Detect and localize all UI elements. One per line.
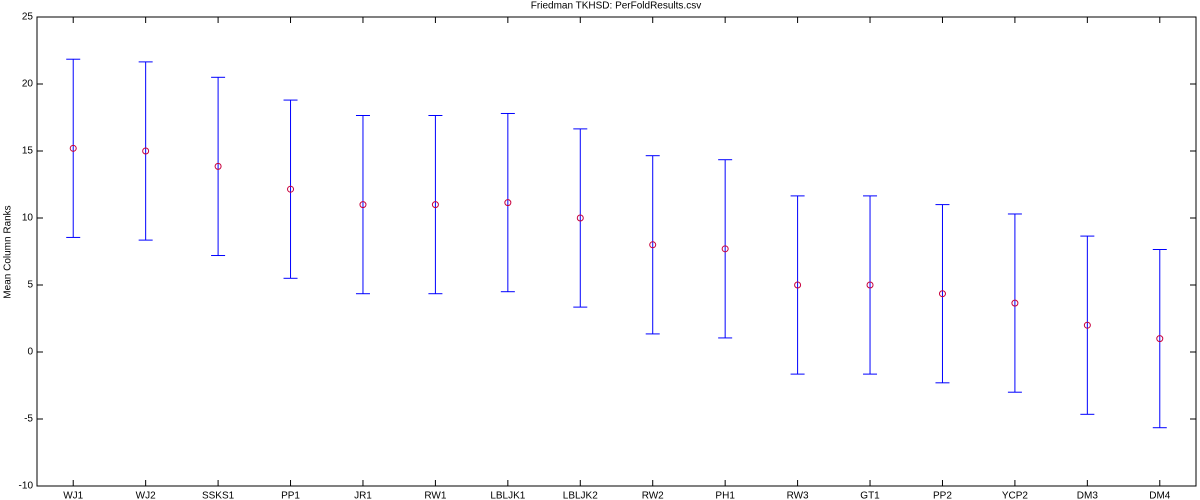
- mean-marker: [649, 241, 657, 249]
- mean-marker: [431, 201, 439, 209]
- mean-marker: [142, 147, 150, 155]
- mean-marker: [576, 214, 584, 222]
- y-tick-label: 5: [27, 280, 33, 291]
- x-tick-label: YCP2: [1002, 491, 1029, 500]
- y-tick-label: 10: [22, 213, 34, 224]
- x-tick-label: PP1: [281, 491, 300, 500]
- x-tick-label: DM3: [1077, 491, 1099, 500]
- x-tick-label: RW2: [642, 491, 664, 500]
- x-tick-label: WJ1: [63, 491, 83, 500]
- mean-marker: [1083, 321, 1091, 329]
- mean-marker: [287, 185, 295, 193]
- y-tick-label: 0: [27, 347, 33, 358]
- mean-marker: [69, 144, 77, 152]
- x-tick-label: SSKS1: [202, 491, 235, 500]
- x-tick-label: PP2: [933, 491, 952, 500]
- x-tick-label: GT1: [860, 491, 880, 500]
- x-tick-label: PH1: [715, 491, 735, 500]
- x-tick-label: JR1: [354, 491, 372, 500]
- x-tick-label: DM4: [1149, 491, 1171, 500]
- y-tick-label: 25: [22, 12, 34, 23]
- axes-box: [36, 16, 1197, 487]
- y-tick-label: 20: [22, 79, 34, 90]
- mean-marker: [721, 245, 729, 253]
- y-tick-label: -5: [24, 414, 33, 425]
- mean-marker: [1011, 299, 1019, 307]
- y-axis-label: Mean Column Ranks: [3, 205, 14, 298]
- mean-marker: [866, 281, 874, 289]
- mean-marker: [214, 162, 222, 170]
- x-tick-label: RW3: [787, 491, 809, 500]
- mean-marker: [1156, 335, 1164, 343]
- mean-marker: [794, 281, 802, 289]
- mean-marker: [938, 290, 946, 298]
- x-tick-label: WJ2: [136, 491, 156, 500]
- mean-marker: [504, 199, 512, 207]
- chart-title: Friedman TKHSD: PerFoldResults.csv: [531, 1, 701, 12]
- y-tick-label: -10: [19, 481, 34, 492]
- mean-marker: [359, 201, 367, 209]
- y-tick-label: 15: [22, 146, 34, 157]
- x-tick-label: RW1: [424, 491, 446, 500]
- x-tick-label: LBLJK1: [490, 491, 525, 500]
- x-tick-label: LBLJK2: [563, 491, 598, 500]
